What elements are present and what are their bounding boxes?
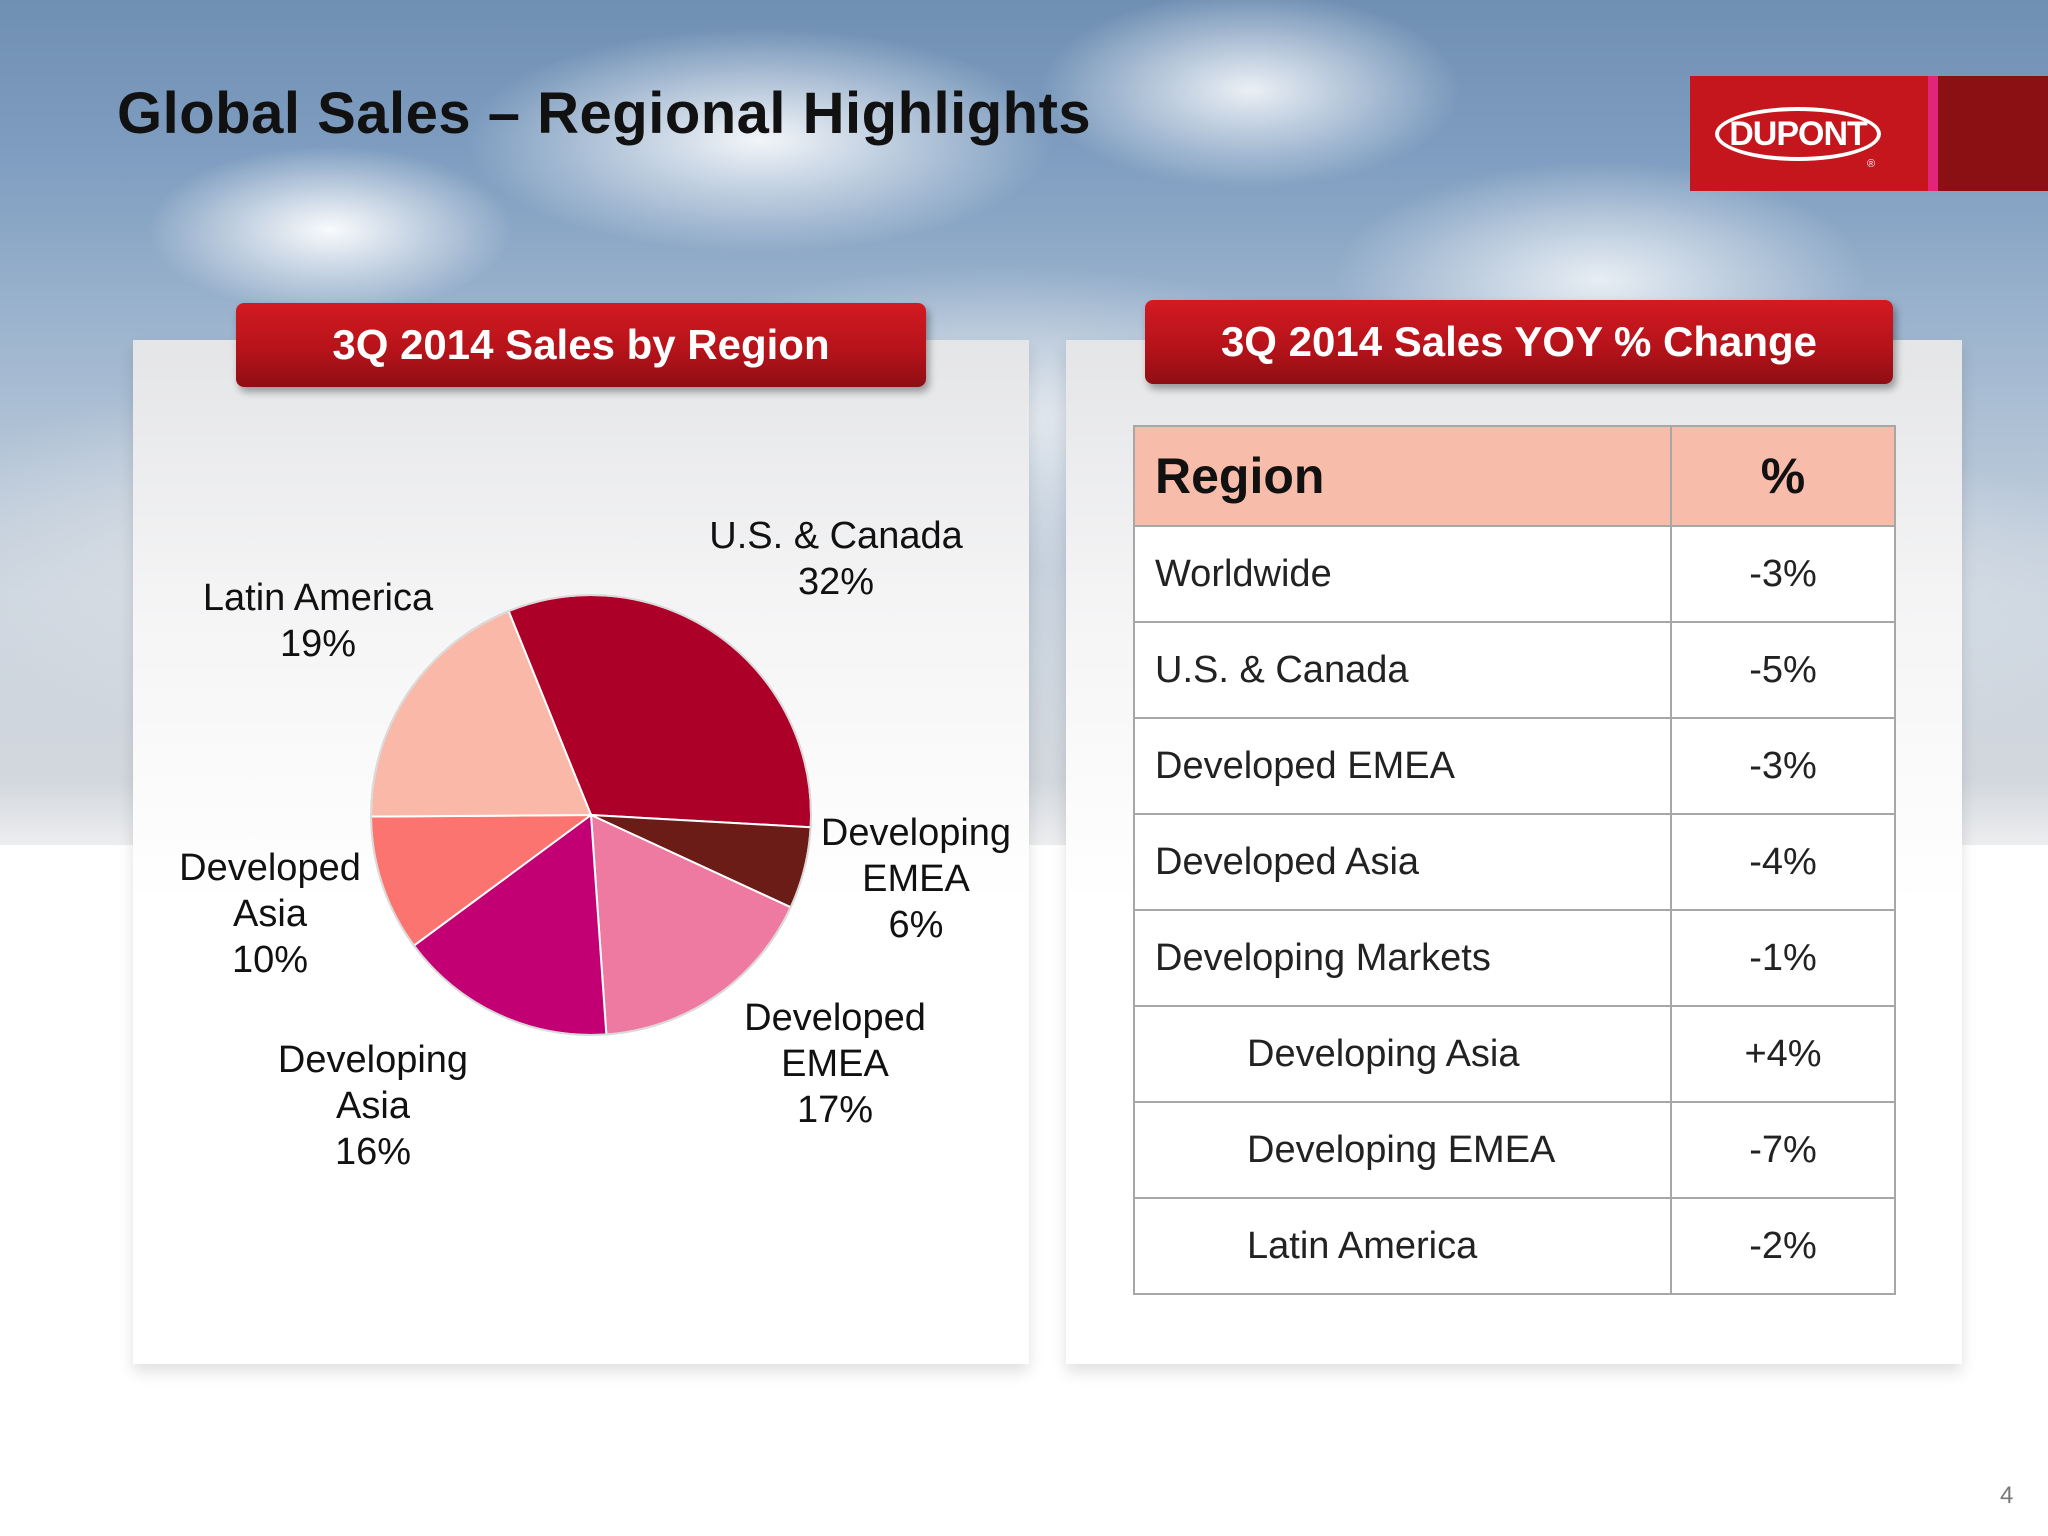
logo-stripe-dark (1938, 76, 2048, 191)
table-row: Developing Asia +4% (1133, 1005, 1896, 1103)
region-cell: U.S. & Canada (1133, 621, 1672, 719)
pct-cell: -3% (1670, 717, 1896, 815)
table-row: Developing Markets -1% (1133, 909, 1896, 1007)
table-row: U.S. & Canada -5% (1133, 621, 1896, 719)
region-cell: Latin America (1133, 1197, 1672, 1295)
logo-stripe-pink (1928, 76, 1938, 191)
pct-cell: -4% (1670, 813, 1896, 911)
table-row: Worldwide -3% (1133, 525, 1896, 623)
pct-cell: -2% (1670, 1197, 1896, 1295)
header-pct: % (1670, 425, 1896, 527)
pct-cell: +4% (1670, 1005, 1896, 1103)
table-header-row: Region % (1133, 425, 1896, 527)
pct-cell: -7% (1670, 1101, 1896, 1199)
slide-title: Global Sales – Regional Highlights (117, 81, 1092, 146)
table-row: Latin America -2% (1133, 1197, 1896, 1295)
yoy-change-banner: 3Q 2014 Sales YOY % Change (1145, 300, 1893, 384)
page-number: 4 (2000, 1482, 2014, 1509)
dupont-logo: DUPONT (1715, 107, 1881, 161)
sales-by-region-panel (133, 340, 1029, 1364)
yoy-change-table: Region % Worldwide -3% U.S. & Canada -5% Dev… (1133, 425, 1896, 1295)
region-cell: Developing Markets (1133, 909, 1672, 1007)
region-cell: Developed EMEA (1133, 717, 1672, 815)
table-body: Worldwide -3% U.S. & Canada -5% Developed EM… (1133, 525, 1896, 1295)
table-row: Developed EMEA -3% (1133, 717, 1896, 815)
logo-registered-mark: ® (1867, 158, 1876, 170)
table-row: Developing EMEA -7% (1133, 1101, 1896, 1199)
region-cell: Worldwide (1133, 525, 1672, 623)
region-cell: Developed Asia (1133, 813, 1672, 911)
header-region: Region (1133, 425, 1672, 527)
pct-cell: -3% (1670, 525, 1896, 623)
region-cell: Developing EMEA (1133, 1101, 1672, 1199)
sales-by-region-banner: 3Q 2014 Sales by Region (236, 303, 926, 387)
pct-cell: -5% (1670, 621, 1896, 719)
table-row: Developed Asia -4% (1133, 813, 1896, 911)
region-cell: Developing Asia (1133, 1005, 1672, 1103)
pct-cell: -1% (1670, 909, 1896, 1007)
